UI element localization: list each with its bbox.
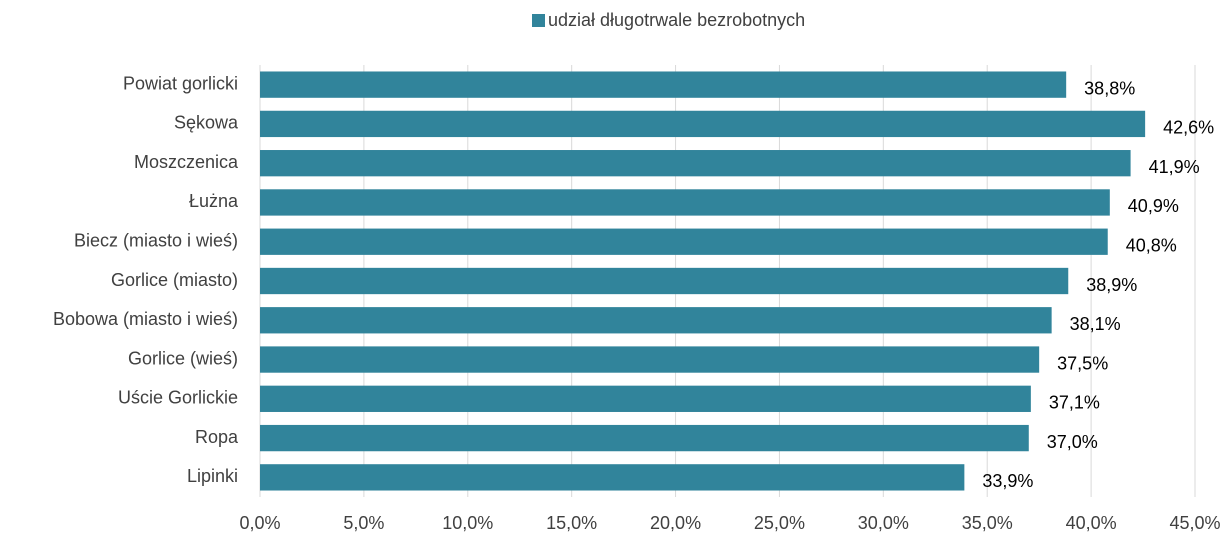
value-label: 37,0%	[1047, 432, 1098, 452]
bar	[260, 71, 1067, 98]
bar	[260, 150, 1131, 177]
bar	[260, 110, 1146, 138]
legend-label: udział długotrwale bezrobotnych	[548, 10, 805, 30]
y-tick-label: Uście Gorlickie	[118, 388, 238, 408]
x-tick-label: 5,0%	[343, 513, 384, 533]
legend-swatch	[532, 14, 545, 27]
value-label: 41,9%	[1149, 157, 1200, 177]
x-tick-label: 20,0%	[650, 513, 701, 533]
y-tick-label: Powiat gorlicki	[123, 73, 238, 93]
y-tick-label: Moszczenica	[134, 152, 239, 172]
y-tick-label: Gorlice (miasto)	[111, 270, 238, 290]
bar	[260, 424, 1029, 452]
value-label: 33,9%	[982, 471, 1033, 491]
bar	[260, 228, 1108, 255]
x-tick-label: 30,0%	[858, 513, 909, 533]
value-label: 37,5%	[1057, 353, 1108, 373]
x-tick-label: 10,0%	[442, 513, 493, 533]
y-tick-label: Ropa	[195, 427, 239, 447]
bar	[260, 464, 965, 491]
y-tick-label: Sękowa	[174, 113, 239, 133]
value-label: 40,9%	[1128, 196, 1179, 216]
y-tick-label: Bobowa (miasto i wieś)	[53, 309, 238, 329]
x-tick-label: 35,0%	[962, 513, 1013, 533]
value-label: 38,8%	[1084, 78, 1135, 98]
value-label: 40,8%	[1126, 235, 1177, 255]
y-tick-label: Biecz (miasto i wieś)	[74, 230, 238, 250]
x-tick-label: 40,0%	[1066, 513, 1117, 533]
bar	[260, 346, 1040, 373]
value-label: 42,6%	[1163, 118, 1214, 138]
bar	[260, 307, 1052, 334]
x-tick-label: 25,0%	[754, 513, 805, 533]
y-tick-label: Łużna	[189, 191, 239, 211]
value-label: 38,9%	[1086, 275, 1137, 295]
value-label: 37,1%	[1049, 393, 1100, 413]
x-tick-label: 45,0%	[1169, 513, 1220, 533]
x-tick-label: 15,0%	[546, 513, 597, 533]
bar	[260, 385, 1031, 412]
bar	[260, 267, 1069, 295]
bar	[260, 189, 1110, 216]
y-tick-label: Lipinki	[187, 466, 238, 486]
x-tick-label: 0,0%	[239, 513, 280, 533]
y-tick-label: Gorlice (wieś)	[128, 348, 238, 368]
value-label: 38,1%	[1070, 314, 1121, 334]
